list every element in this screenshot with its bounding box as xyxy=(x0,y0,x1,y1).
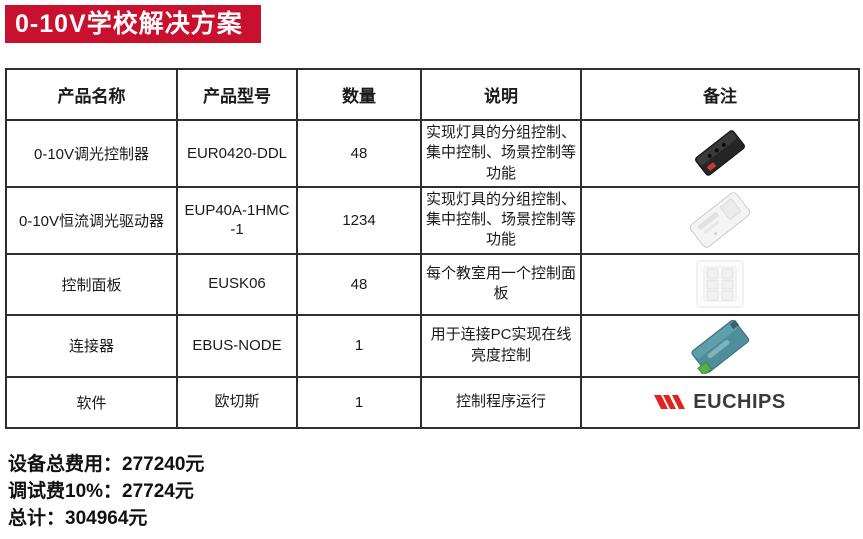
page-title: 0-10V学校解决方案 xyxy=(5,5,261,43)
total-equipment-cost: 设备总费用：277240元 xyxy=(8,454,205,475)
cell-product-name: 0-10V恒流调光驱动器 xyxy=(5,185,178,255)
table-row-cc-dimming-driver: 0-10V恒流调光驱动器 EUP40A-1HMC-1 1234 实现灯具的分组控… xyxy=(5,185,860,255)
wall-panel-photo xyxy=(696,260,744,308)
cell-product-name: 0-10V调光控制器 xyxy=(5,119,178,188)
col-header-model: 产品型号 xyxy=(176,68,298,121)
cell-quantity: 48 xyxy=(296,252,422,316)
cell-quantity: 1234 xyxy=(296,185,422,255)
table-row-software: 软件 欧切斯 1 控制程序运行 EUCHIPS xyxy=(5,375,860,429)
cell-description: 控制程序运行 xyxy=(420,375,582,429)
page-title-text: 0-10V学校解决方案 xyxy=(15,10,243,38)
cell-model: EUP40A-1HMC-1 xyxy=(176,185,298,255)
cell-quantity: 48 xyxy=(296,119,422,188)
cell-remark xyxy=(580,119,860,188)
cell-remark xyxy=(580,252,860,316)
cell-product-name: 连接器 xyxy=(5,313,178,378)
col-header-quantity: 数量 xyxy=(296,68,422,121)
teal-connector-photo xyxy=(691,319,750,374)
black-dimming-controller-photo xyxy=(695,130,745,177)
total-sum: 总计：304964元 xyxy=(8,508,148,529)
table-row-control-panel: 控制面板 EUSK06 48 每个教室用一个控制面板 xyxy=(5,252,860,316)
col-header-description: 说明 xyxy=(420,68,582,121)
cell-model: EUSK06 xyxy=(176,252,298,316)
cell-description: 每个教室用一个控制面板 xyxy=(420,252,582,316)
cell-quantity: 1 xyxy=(296,313,422,378)
cost-summary: 设备总费用：277240元 调试费10%：27724元 总计：304964元 xyxy=(8,451,204,532)
cell-quantity: 1 xyxy=(296,375,422,429)
table-row-connector: 连接器 EBUS-NODE 1 用于连接PC实现在线亮度控制 xyxy=(5,313,860,378)
cell-model: EBUS-NODE xyxy=(176,313,298,378)
cell-remark xyxy=(580,185,860,255)
cell-description: 实现灯具的分组控制、集中控制、场景控制等功能 xyxy=(420,185,582,255)
euchips-logo: EUCHIPS xyxy=(586,391,854,414)
cell-model: EUR0420-DDL xyxy=(176,119,298,188)
col-header-remark: 备注 xyxy=(580,68,860,121)
white-driver-photo xyxy=(689,192,751,248)
table-header-row: 产品名称 产品型号 数量 说明 备注 xyxy=(5,68,860,121)
cell-product-name: 软件 xyxy=(5,375,178,429)
table-row-dimming-controller: 0-10V调光控制器 EUR0420-DDL 48 实现灯具的分组控制、集中控制… xyxy=(5,119,860,188)
cell-product-name: 控制面板 xyxy=(5,252,178,316)
cell-remark: EUCHIPS xyxy=(580,375,860,429)
cell-model: 欧切斯 xyxy=(176,375,298,429)
cell-remark xyxy=(580,313,860,378)
total-commissioning-fee: 调试费10%：27724元 xyxy=(8,481,194,502)
euchips-logo-stripes-icon xyxy=(654,395,686,409)
euchips-logo-text: EUCHIPS xyxy=(693,390,786,413)
cell-description: 实现灯具的分组控制、集中控制、场景控制等功能 xyxy=(420,119,582,188)
cell-description: 用于连接PC实现在线亮度控制 xyxy=(420,313,582,378)
col-header-product-name: 产品名称 xyxy=(5,68,178,121)
product-table: 产品名称 产品型号 数量 说明 备注 0-10V调光控制器 EUR0420-DD… xyxy=(5,68,860,429)
